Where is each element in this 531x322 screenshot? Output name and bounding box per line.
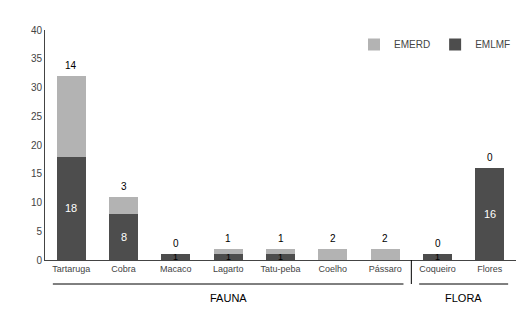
svg-text:0: 0 <box>173 238 179 249</box>
svg-text:Macaco: Macaco <box>160 264 192 274</box>
svg-text:20: 20 <box>31 140 43 151</box>
svg-text:Flores: Flores <box>477 264 503 274</box>
svg-text:Coqueiro: Coqueiro <box>419 264 456 274</box>
svg-text:0: 0 <box>435 238 441 249</box>
svg-text:1: 1 <box>278 252 283 262</box>
svg-text:FLORA: FLORA <box>445 292 482 304</box>
svg-text:16: 16 <box>484 208 496 220</box>
svg-text:Coelho: Coelho <box>319 264 348 274</box>
svg-text:40: 40 <box>31 25 43 36</box>
svg-text:2: 2 <box>382 233 388 244</box>
svg-text:FAUNA: FAUNA <box>210 292 247 304</box>
svg-text:2: 2 <box>330 233 336 244</box>
svg-text:Tartaruga: Tartaruga <box>52 264 90 274</box>
svg-text:Lagarto: Lagarto <box>213 264 244 274</box>
svg-text:10: 10 <box>31 197 43 208</box>
svg-text:15: 15 <box>31 168 43 179</box>
svg-text:0: 0 <box>36 255 42 266</box>
svg-text:14: 14 <box>65 60 77 71</box>
svg-text:18: 18 <box>65 202 77 214</box>
svg-text:EMERD: EMERD <box>394 39 430 50</box>
svg-text:1: 1 <box>225 233 231 244</box>
svg-text:30: 30 <box>31 82 43 93</box>
svg-text:35: 35 <box>31 53 43 64</box>
svg-text:Tatu-peba: Tatu-peba <box>260 264 300 274</box>
svg-text:Cobra: Cobra <box>111 264 136 274</box>
svg-text:Pássaro: Pássaro <box>369 264 402 274</box>
svg-text:1: 1 <box>226 252 231 262</box>
svg-text:25: 25 <box>31 111 43 122</box>
svg-text:0: 0 <box>487 152 493 163</box>
svg-text:8: 8 <box>121 231 127 243</box>
svg-text:1: 1 <box>173 252 178 262</box>
svg-text:1: 1 <box>278 233 284 244</box>
svg-text:1: 1 <box>435 252 440 262</box>
svg-text:5: 5 <box>36 226 42 237</box>
svg-text:EMLMF: EMLMF <box>475 39 510 50</box>
svg-text:3: 3 <box>121 181 127 192</box>
